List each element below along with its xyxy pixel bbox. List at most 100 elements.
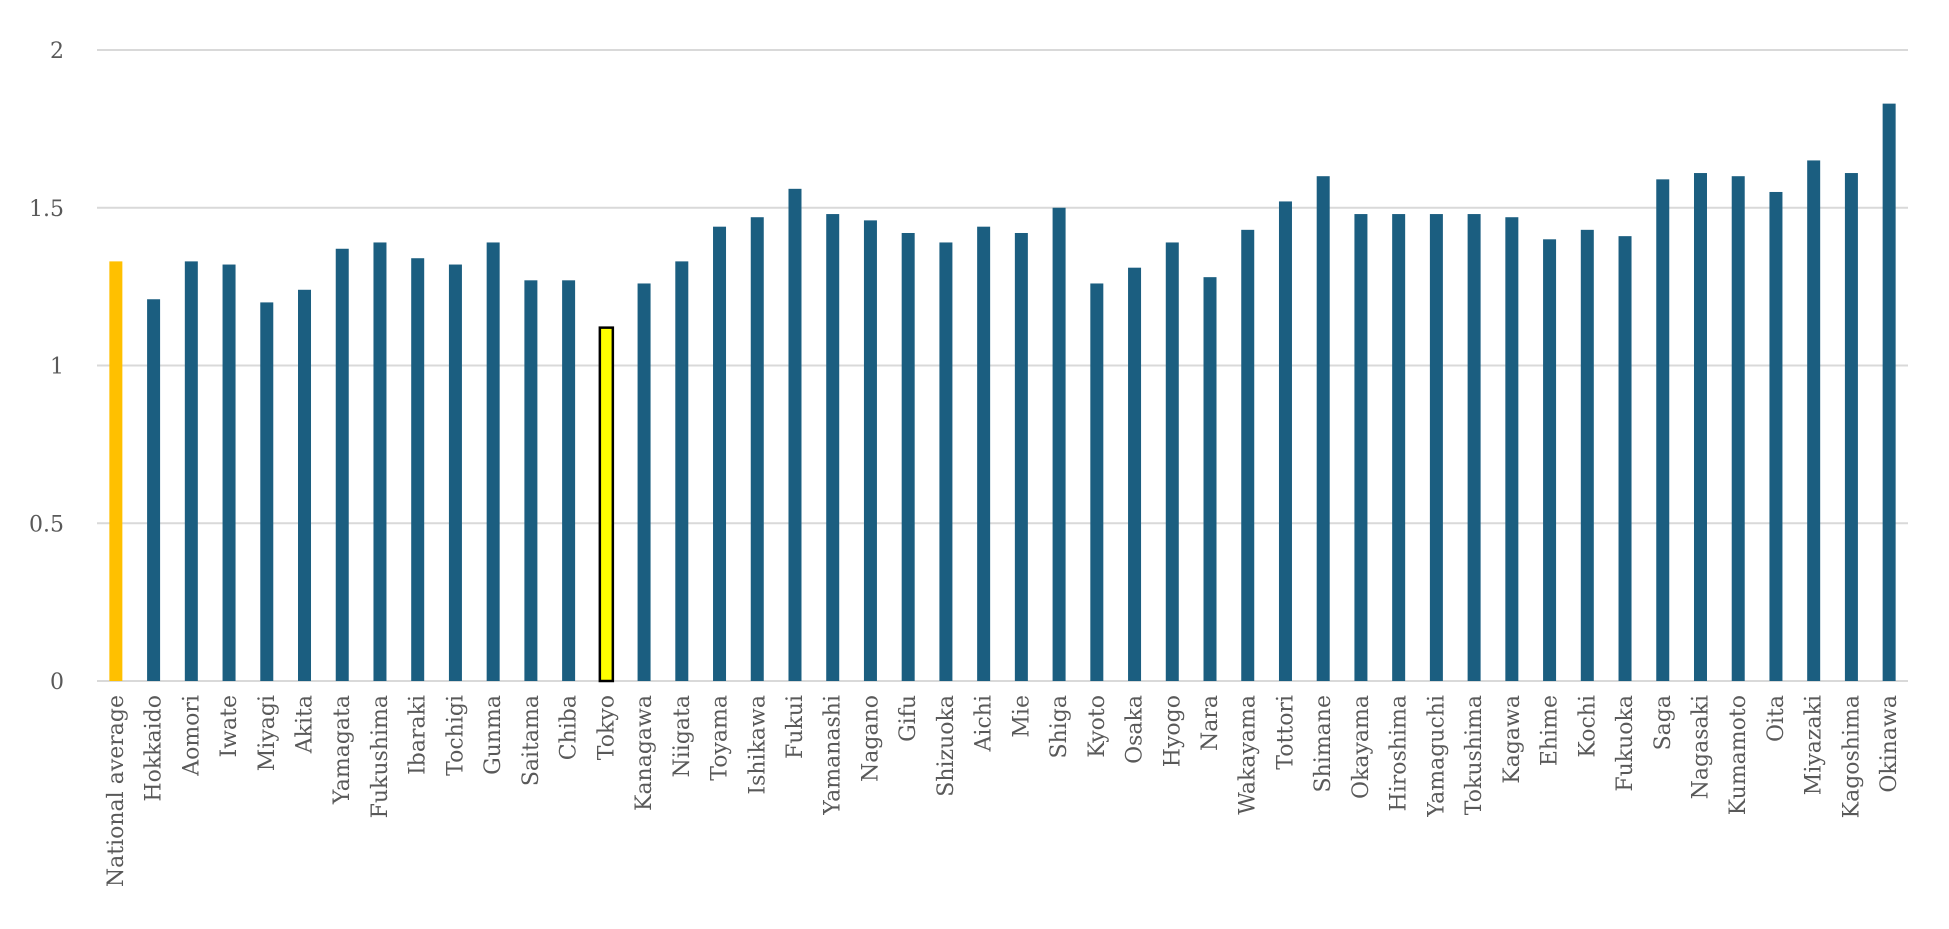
x-category-label: Okinawa [1877, 695, 1902, 793]
bar-okinawa [1882, 103, 1896, 681]
x-category-label: Okayama [1349, 695, 1374, 799]
bar-hyogo [1165, 242, 1179, 681]
x-category-label: Niigata [670, 695, 695, 777]
bar-toyama [713, 226, 727, 681]
bars [109, 103, 1896, 683]
x-category-label: Oita [1764, 695, 1789, 742]
x-category-label: Yamaguchi [1424, 695, 1449, 818]
bar-kagawa [1505, 217, 1519, 681]
bar-kyoto [1090, 283, 1104, 681]
bar-niigata [675, 261, 689, 681]
bar-shizuoka [939, 242, 953, 681]
x-category-label: Ishikawa [745, 695, 770, 795]
bar-kochi [1580, 229, 1594, 681]
bar-shiga [1052, 207, 1066, 681]
bar-kanagawa [637, 283, 651, 681]
x-category-label: Shiga [1047, 695, 1072, 758]
bar-oita [1769, 191, 1783, 681]
x-category-label: Tochigi [443, 695, 468, 776]
bar-fukuoka [1618, 236, 1632, 681]
x-category-label: Kyoto [1085, 695, 1110, 758]
x-category-label: Tokyo [594, 695, 619, 760]
x-category-label: Nagano [858, 695, 883, 782]
x-axis: National average Hokkaido Aomori Iwate Miyag… [104, 695, 1902, 887]
x-category-label: Gifu [896, 695, 921, 742]
bar-hiroshima [1392, 214, 1406, 681]
bar-okayama [1354, 214, 1368, 681]
x-category-label: Nagasaki [1688, 695, 1713, 799]
x-category-label: Nara [1198, 695, 1223, 751]
bar-mie [1014, 232, 1028, 682]
x-category-label: Yamanashi [821, 695, 846, 816]
x-category-label: Kochi [1575, 695, 1600, 758]
x-category-label: Gunma [481, 695, 506, 775]
x-category-label: Kanagawa [632, 695, 657, 811]
x-category-label: Ehime [1538, 695, 1563, 766]
bar-yamanashi [826, 214, 840, 681]
bar-osaka [1128, 267, 1142, 681]
bar-aomori [184, 261, 198, 681]
x-category-label: Toyama [708, 695, 733, 781]
bar-yamagata [335, 248, 349, 681]
x-category-label: Hyogo [1160, 695, 1185, 767]
bar-kagoshima [1844, 173, 1858, 682]
bar-saga [1656, 179, 1670, 681]
x-category-label: Fukuoka [1613, 695, 1638, 792]
bar-iwate [222, 264, 236, 681]
bar-gunma [486, 242, 500, 681]
x-category-label: Kumamoto [1726, 695, 1751, 815]
x-category-label: Mie [1009, 695, 1034, 738]
x-category-label: Miyagi [255, 695, 280, 771]
x-category-label: Iwate [217, 695, 242, 758]
x-category-label: Shimane [1311, 695, 1336, 792]
x-category-label: Saga [1651, 695, 1676, 750]
x-category-label: Akita [293, 695, 318, 754]
x-category-label: Yamagata [330, 695, 355, 805]
x-category-label: Miyazaki [1802, 695, 1827, 795]
bar-nagasaki [1693, 173, 1707, 682]
x-category-label: Aomori [179, 695, 204, 777]
x-category-label: Fukui [783, 695, 808, 759]
bar-chiba [562, 280, 576, 681]
x-category-label: Tottori [1273, 695, 1298, 770]
bar-miyagi [260, 302, 274, 681]
x-category-label: Kagoshima [1839, 695, 1864, 818]
x-category-label: Ibaraki [406, 695, 431, 775]
bar-fukui [788, 188, 802, 681]
bar-yamaguchi [1429, 214, 1443, 681]
y-tick-label: 1.5 [29, 197, 64, 222]
bar-kumamoto [1731, 176, 1745, 681]
bar-akita [298, 289, 312, 681]
x-category-label: Hiroshima [1387, 695, 1412, 811]
x-category-label: Hokkaido [142, 695, 167, 802]
x-category-label: Kagawa [1500, 695, 1525, 784]
y-tick-label: 0 [50, 670, 64, 695]
bar-miyazaki [1807, 160, 1821, 681]
x-category-label: Osaka [1123, 695, 1148, 764]
y-tick-label: 1 [50, 355, 64, 380]
x-category-label: Shizuoka [934, 695, 959, 797]
x-category-label: Wakayama [1236, 695, 1261, 815]
y-axis: 0 0.5 1 1.5 2 [29, 39, 64, 695]
gridlines [97, 49, 1908, 682]
x-category-label: Tokushima [1462, 695, 1487, 815]
y-tick-label: 2 [50, 39, 64, 64]
bar-ishikawa [750, 217, 764, 681]
bar-ibaraki [411, 258, 425, 681]
bar-gifu [901, 232, 915, 682]
bar-fukushima [373, 242, 387, 681]
bar-wakayama [1241, 229, 1255, 681]
x-category-label: Fukushima [368, 695, 393, 818]
bar-tokyo [598, 326, 615, 683]
bar-aichi [977, 226, 991, 681]
x-category-label: National average [104, 695, 129, 887]
bar-tochigi [448, 264, 462, 681]
bar-national-average [109, 261, 123, 681]
bar-hokkaido [147, 299, 161, 681]
bar-tottori [1278, 201, 1292, 681]
bar-saitama [524, 280, 538, 681]
x-category-label: Saitama [519, 695, 544, 786]
x-category-label: Chiba [557, 695, 582, 760]
bar-shimane [1316, 176, 1330, 681]
